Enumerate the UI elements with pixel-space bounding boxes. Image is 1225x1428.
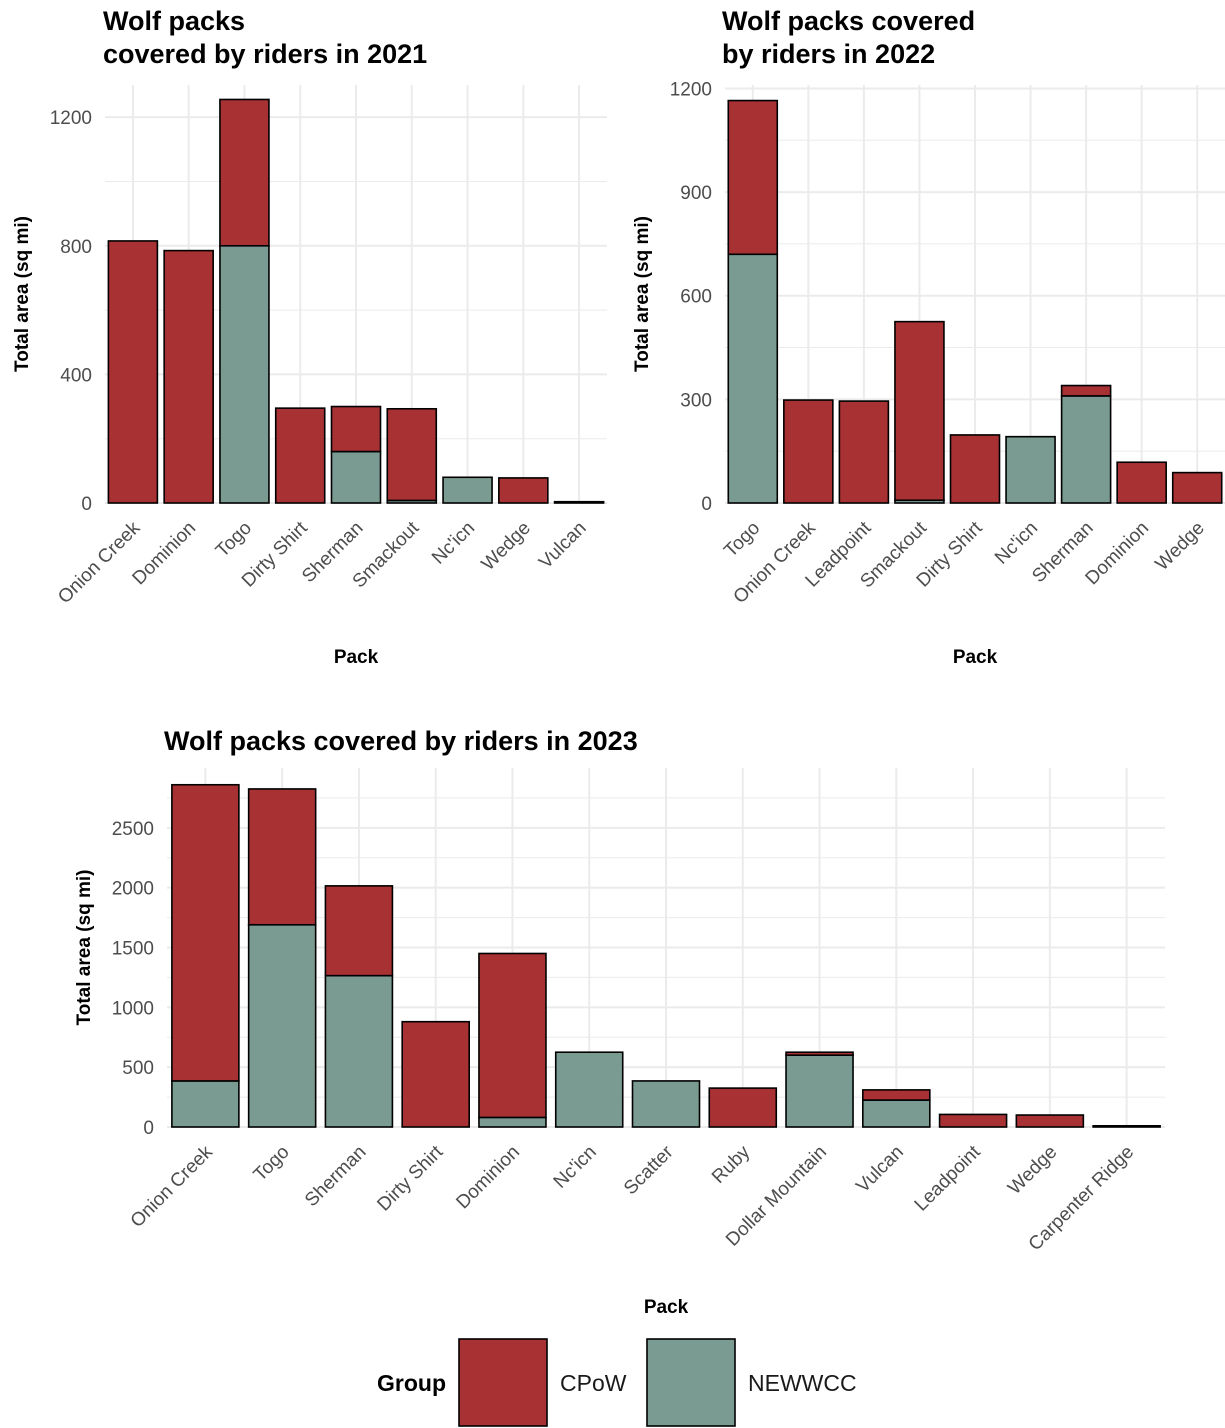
x-tick-label: Scatter (620, 1141, 678, 1199)
bar-cpow-onion-creek (783, 399, 834, 504)
x-tick-label: Dominion (452, 1142, 524, 1214)
bar-cpow-leadpoint (938, 1113, 1008, 1128)
x-tick-label: Dirty Shirt (373, 1141, 447, 1215)
bar-cpow-sherman (330, 405, 382, 453)
legend-key-cpow (458, 1338, 548, 1427)
x-tick-label: Wedge (1152, 518, 1209, 575)
bar-cpow-wedge (498, 477, 549, 504)
x-tick-label: Ruby (708, 1141, 755, 1188)
x-tick-label: Vulcan (852, 1142, 907, 1197)
x-tick-label: Wedge (478, 518, 535, 575)
bar-cpow-ruby (708, 1087, 778, 1128)
legend-key-newwcc (646, 1338, 736, 1427)
x-tick-label: Sherman (301, 1142, 370, 1211)
chart-title: covered by riders in 2021 (103, 39, 427, 69)
bar-cpow-dominion (1116, 461, 1167, 504)
bar-cpow-dominion (478, 952, 547, 1119)
bar-cpow-togo (219, 98, 270, 247)
bar-newwcc-togo (727, 253, 779, 504)
bar-newwcc-togo (247, 923, 317, 1128)
y-tick-label: 800 (60, 237, 92, 258)
y-tick-label: 300 (680, 390, 712, 411)
bar-cpow-dominion (163, 249, 214, 504)
y-tick-label: 900 (680, 183, 712, 204)
bar-cpow-smackout (386, 407, 438, 502)
bar-cpow-vulcan (862, 1089, 931, 1101)
bar-cpow-dollar-mountain (785, 1051, 854, 1057)
x-tick-label: Nc'icn (991, 518, 1042, 569)
bar-cpow-onion-creek (171, 783, 240, 1082)
chart-2023: 0 500 1000 1500 2000 2500 Onion Creek Togo Sherm… (74, 726, 1165, 1318)
bar-cpow-dirty-shirt (949, 434, 1001, 504)
legend-title: Group (377, 1370, 446, 1396)
chart-title: Wolf packs (103, 6, 245, 36)
bar-cpow-dirty-shirt (274, 407, 326, 504)
bar-cpow-sherman (1060, 384, 1112, 397)
bar-newwcc-togo (219, 244, 270, 504)
y-tick-label: 1000 (112, 998, 154, 1019)
y-axis-title: Total area (sq mi) (12, 216, 33, 372)
y-tick-label: 0 (143, 1118, 154, 1139)
bar-cpow-onion-creek (107, 240, 159, 504)
chart-title: Wolf packs covered by riders in 2023 (164, 726, 638, 756)
bar-cpow-carpenter-ridge (1092, 1125, 1161, 1128)
bar-newwcc-nc-icn (554, 1051, 624, 1128)
x-tick-label: Onion Creek (127, 1141, 218, 1232)
legend-label-cpow: CPoW (560, 1370, 627, 1396)
y-tick-label: 1200 (670, 79, 712, 100)
x-tick-label: Togo (720, 518, 764, 562)
y-axis-title: Total area (sq mi) (632, 216, 653, 372)
x-axis-title: Pack (953, 647, 998, 668)
bar-newwcc-sherman (1060, 395, 1112, 504)
y-tick-label: 400 (60, 365, 92, 386)
x-tick-label: Leadpoint (911, 1141, 985, 1215)
bar-cpow-togo (727, 99, 779, 256)
bar-newwcc-nc-icn (442, 476, 493, 504)
bar-newwcc-sherman (330, 450, 382, 504)
y-tick-label: 2500 (112, 819, 154, 840)
x-axis-title: Pack (644, 1297, 689, 1318)
y-tick-label: 500 (122, 1058, 154, 1079)
y-tick-label: 0 (701, 494, 712, 515)
x-tick-label: Togo (250, 1142, 294, 1186)
bar-newwcc-scatter (631, 1080, 701, 1128)
y-tick-label: 2000 (112, 879, 154, 900)
legend-label-newwcc: NEWWCC (748, 1370, 857, 1396)
bar-newwcc-nc-icn (1005, 435, 1056, 504)
legend: Group CPoW NEWWCC (377, 1338, 857, 1427)
bar-newwcc-sherman (324, 974, 394, 1128)
x-tick-label: Onion Creek (54, 517, 145, 608)
y-tick-label: 1500 (112, 939, 154, 960)
bar-newwcc-onion-creek (171, 1080, 240, 1128)
x-axis-title: Pack (334, 647, 379, 668)
chart-title: by riders in 2022 (722, 39, 935, 69)
y-axis-title: Total area (sq mi) (74, 870, 95, 1026)
bar-cpow-leadpoint (838, 400, 890, 504)
bar-cpow-sherman (324, 885, 394, 977)
x-tick-label: Vulcan (535, 518, 590, 573)
bar-cpow-wedge (1015, 1114, 1085, 1128)
x-tick-label: Togo (212, 518, 256, 562)
x-tick-label: Nc'icn (550, 1142, 601, 1193)
bar-newwcc-dominion (478, 1116, 547, 1128)
y-tick-label: 0 (81, 494, 92, 515)
bar-cpow-vulcan (553, 500, 605, 504)
bar-cpow-smackout (894, 320, 945, 502)
x-tick-label: Nc'icn (428, 518, 479, 569)
bar-newwcc-dollar-mountain (785, 1054, 854, 1128)
x-tick-label: Wedge (1004, 1142, 1061, 1199)
bar-cpow-wedge (1171, 471, 1223, 504)
bar-newwcc-vulcan (862, 1099, 931, 1128)
chart-title: Wolf packs covered (722, 6, 975, 36)
y-tick-label: 1200 (50, 108, 92, 129)
bar-cpow-dirty-shirt (401, 1020, 470, 1128)
y-tick-label: 600 (680, 287, 712, 308)
bar-cpow-togo (247, 788, 317, 926)
